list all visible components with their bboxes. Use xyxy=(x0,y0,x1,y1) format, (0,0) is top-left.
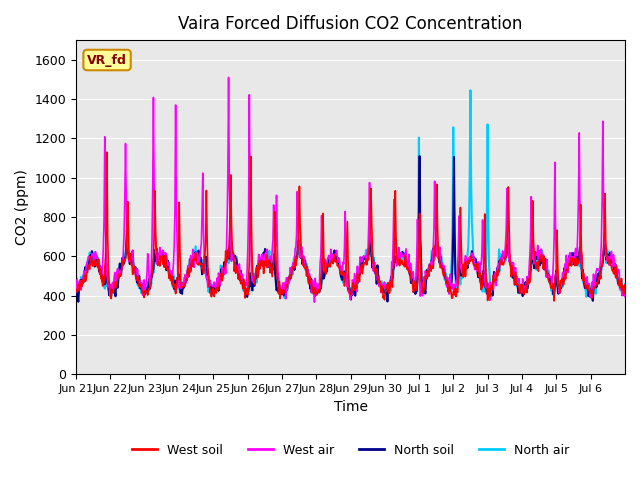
X-axis label: Time: Time xyxy=(333,400,367,414)
Title: Vaira Forced Diffusion CO2 Concentration: Vaira Forced Diffusion CO2 Concentration xyxy=(179,15,523,33)
Text: VR_fd: VR_fd xyxy=(87,53,127,67)
Legend: West soil, West air, North soil, North air: West soil, West air, North soil, North a… xyxy=(127,439,574,462)
Y-axis label: CO2 (ppm): CO2 (ppm) xyxy=(15,169,29,245)
